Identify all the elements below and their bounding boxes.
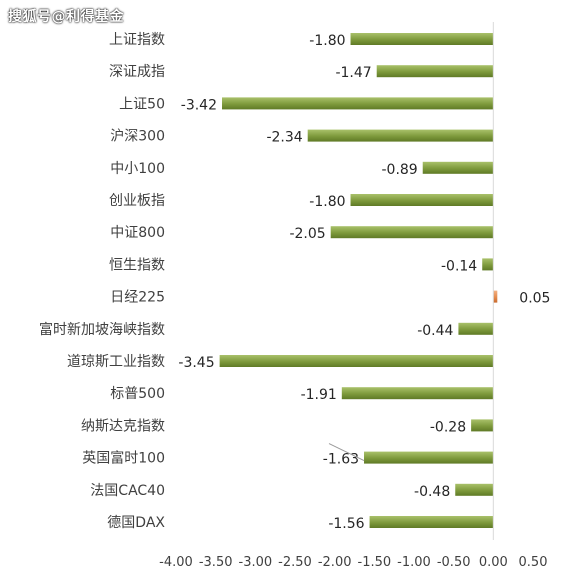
category-label: 英国富时100 [82,450,165,467]
x-tick-label: -2.00 [318,555,352,570]
bar [330,226,494,239]
value-label: -3.45 [178,355,214,371]
category-label: 深证成指 [109,64,165,80]
bar [341,387,494,400]
category-label: 中小100 [110,161,165,177]
x-tick-label: -3.50 [199,555,233,570]
category-label: 上证指数 [109,32,165,48]
bar [222,97,494,110]
x-tick-label: -0.50 [437,555,471,570]
category-label: 富时新加坡海峡指数 [39,321,165,338]
value-label: -1.47 [335,65,371,81]
value-label: -3.42 [181,97,217,113]
value-label: -1.63 [323,452,359,468]
x-tick-label: -1.00 [397,555,431,570]
value-label: -1.56 [328,516,364,532]
bar [471,419,494,432]
watermark: 搜狐号@利得基金 [8,9,124,25]
category-label: 标普500 [110,386,165,402]
value-label: 0.05 [519,291,550,307]
bar [350,194,494,206]
bar [493,290,498,303]
bar [376,65,494,78]
category-label: 纳斯达克指数 [81,418,165,434]
category-label: 创业板指 [109,193,165,209]
category-label: 上证50 [119,96,165,112]
bar [369,516,494,528]
x-tick-label: 0.00 [479,555,508,570]
label-leader-line [328,443,365,462]
bar [364,451,494,464]
bar [455,483,494,496]
bar [307,129,494,142]
bar [458,322,494,335]
value-label: -1.91 [301,387,337,403]
category-label: 恒生指数 [109,257,165,273]
category-label: 道琼斯工业指数 [67,354,165,370]
x-tick-label: 0.50 [519,555,548,570]
category-label: 中证800 [110,225,165,241]
bar [422,161,494,174]
bar [482,258,494,271]
value-label: -1.80 [309,33,345,49]
value-label: -0.14 [441,258,477,274]
x-tick-label: -3.00 [239,555,273,570]
x-tick-label: -1.50 [358,555,392,570]
value-label: -0.48 [414,484,450,500]
x-tick-label: -4.00 [159,555,193,570]
value-label: -1.80 [309,194,345,210]
category-label: 沪深300 [110,129,165,145]
category-label: 日经225 [110,290,165,306]
bar [219,355,494,367]
value-label: -0.44 [417,323,453,339]
value-label: -0.28 [430,419,466,435]
value-label: -2.34 [266,130,302,146]
category-label: 德国DAX [107,515,165,531]
value-label: -2.05 [289,226,325,242]
x-tick-label: -2.50 [278,555,312,570]
bar [350,33,494,45]
category-label: 法国CAC40 [90,483,165,499]
value-label: -0.89 [381,162,417,178]
